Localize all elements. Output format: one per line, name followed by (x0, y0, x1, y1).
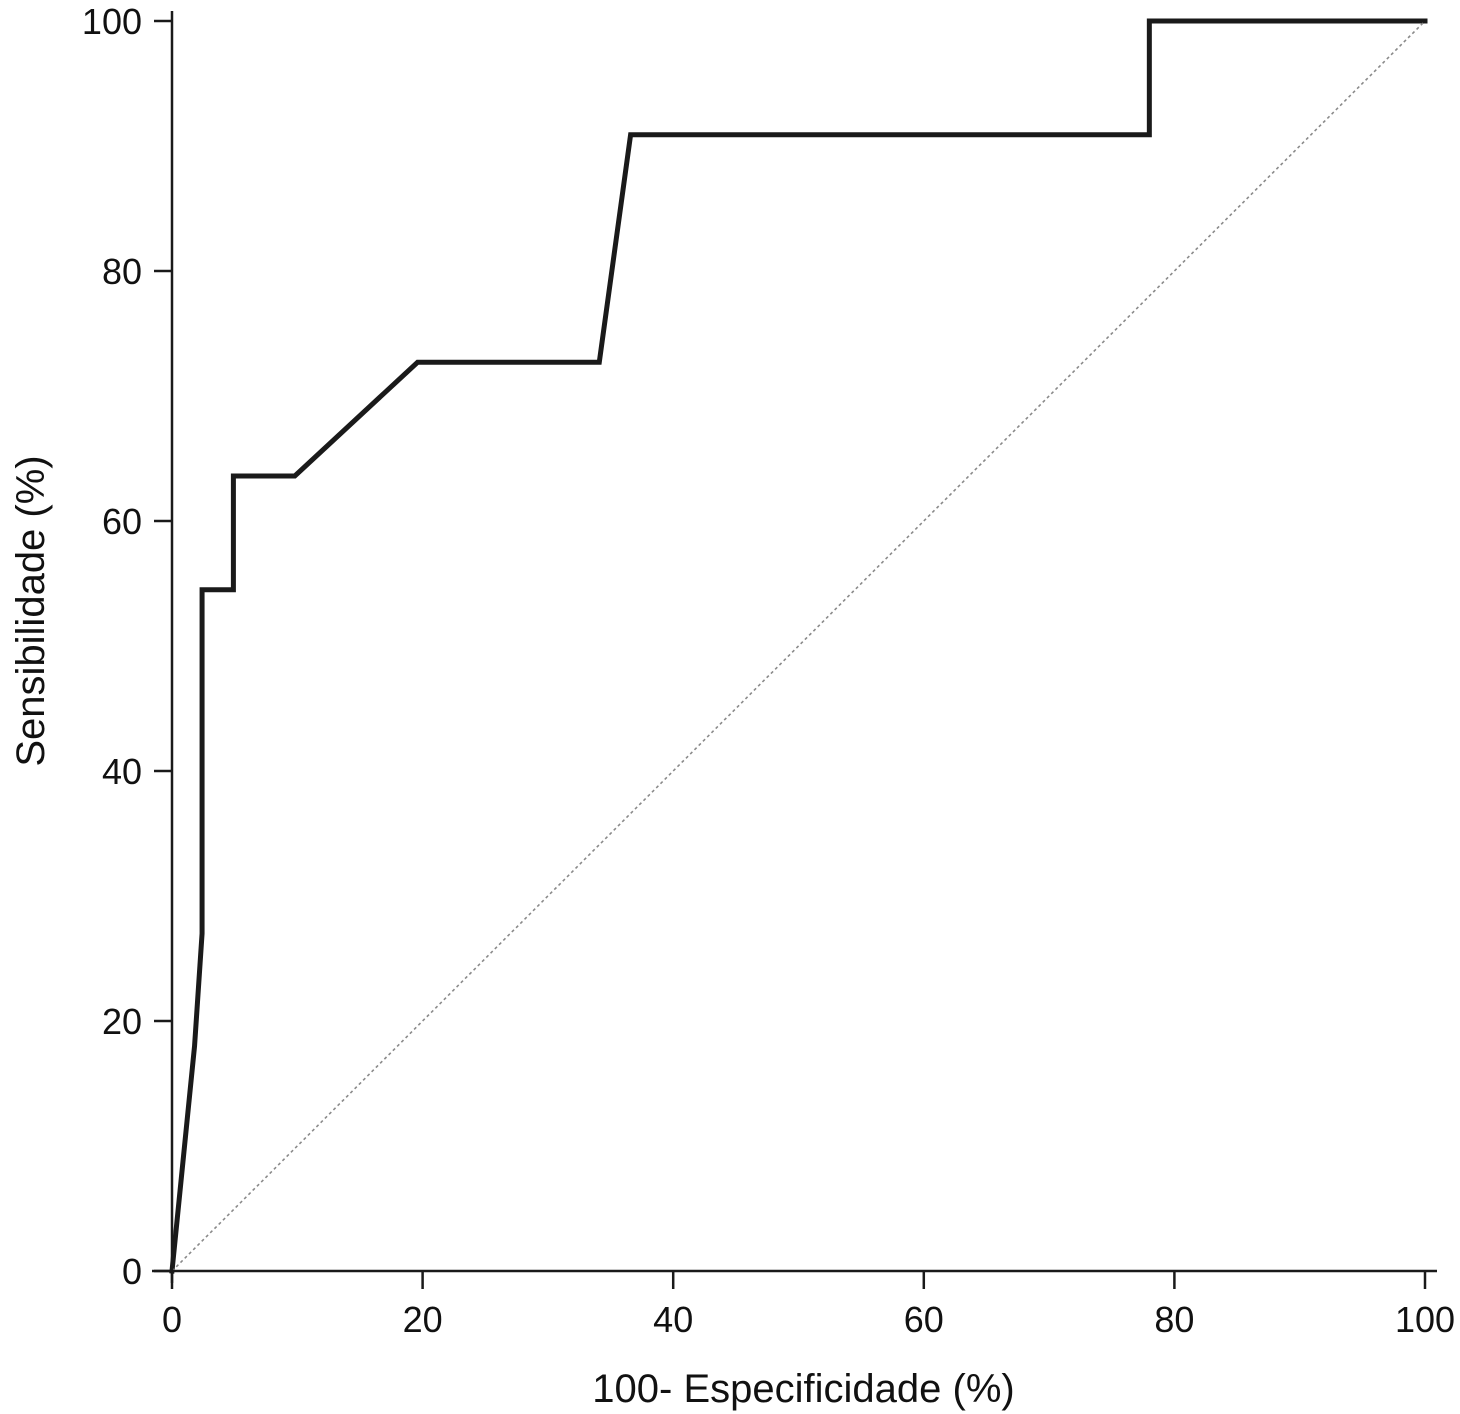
x-tick-label-20: 20 (403, 1299, 443, 1340)
y-ticks: 0 20 40 60 80 100 (82, 1, 172, 1292)
x-tick-label-100: 100 (1395, 1299, 1455, 1340)
y-tick-label-0: 0 (122, 1251, 142, 1292)
reference-diagonal-line (171, 20, 1426, 1272)
y-tick-label-40: 40 (102, 751, 142, 792)
y-tick-label-20: 20 (102, 1001, 142, 1042)
x-tick-label-60: 60 (904, 1299, 944, 1340)
y-tick-label-60: 60 (102, 501, 142, 542)
roc-curve-line (169, 18, 1428, 1274)
x-tick-label-0: 0 (162, 1299, 182, 1340)
x-tick-label-80: 80 (1154, 1299, 1194, 1340)
y-tick-label-100: 100 (82, 1, 142, 42)
plot-lines (169, 18, 1428, 1274)
y-axis-title: Sensibilidade (%) (9, 455, 53, 766)
x-tick-label-40: 40 (653, 1299, 693, 1340)
y-tick-label-80: 80 (102, 251, 142, 292)
x-ticks: 0 20 40 60 80 100 (162, 1271, 1455, 1340)
x-axis-title: 100- Especificidade (%) (592, 1367, 1014, 1411)
